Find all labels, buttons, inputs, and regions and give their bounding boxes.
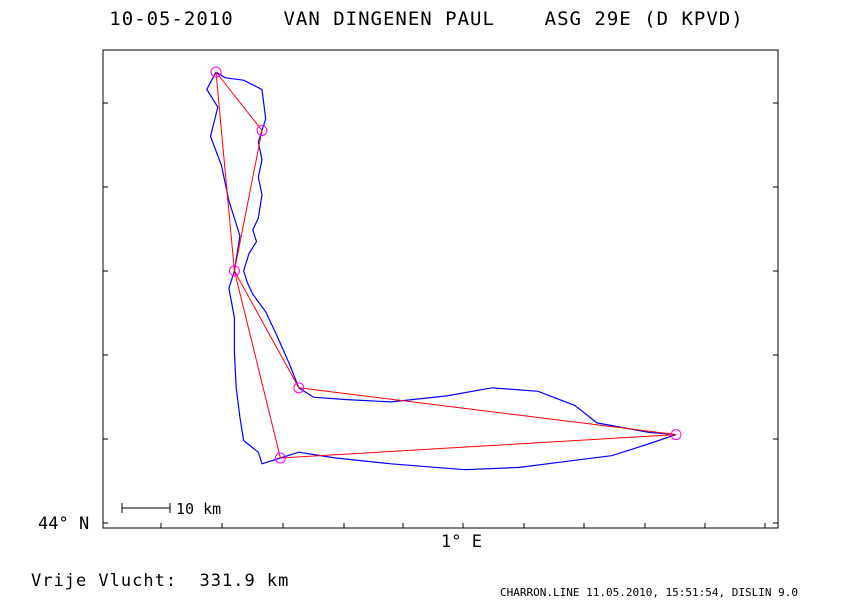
free-flight-distance: Vrije Vlucht: 331.9 km — [31, 571, 290, 591]
turnpoint-marker — [210, 66, 222, 78]
turnpoint-marker — [256, 124, 268, 136]
scale-bar-label: 10 km — [176, 500, 222, 518]
turnpoint-markers — [210, 66, 682, 464]
plot-frame — [102, 49, 779, 529]
longitude-label: 1° E — [441, 532, 482, 552]
task-route-line — [215, 71, 677, 459]
scale-bar — [121, 503, 171, 513]
chart-title: 10-05-2010 VAN DINGENEN PAUL ASG 29E (D … — [109, 8, 744, 30]
turnpoint-marker — [274, 452, 286, 464]
turnpoint-marker — [293, 382, 305, 394]
latitude-label: 44° N — [38, 514, 90, 534]
turnpoint-marker — [670, 429, 682, 441]
footer-info: CHARRON.LINE 11.05.2010, 15:51:54, DISLI… — [500, 586, 799, 599]
turnpoint-marker — [228, 265, 240, 277]
axis-ticks — [103, 102, 778, 528]
flight-track-line — [206, 71, 677, 471]
